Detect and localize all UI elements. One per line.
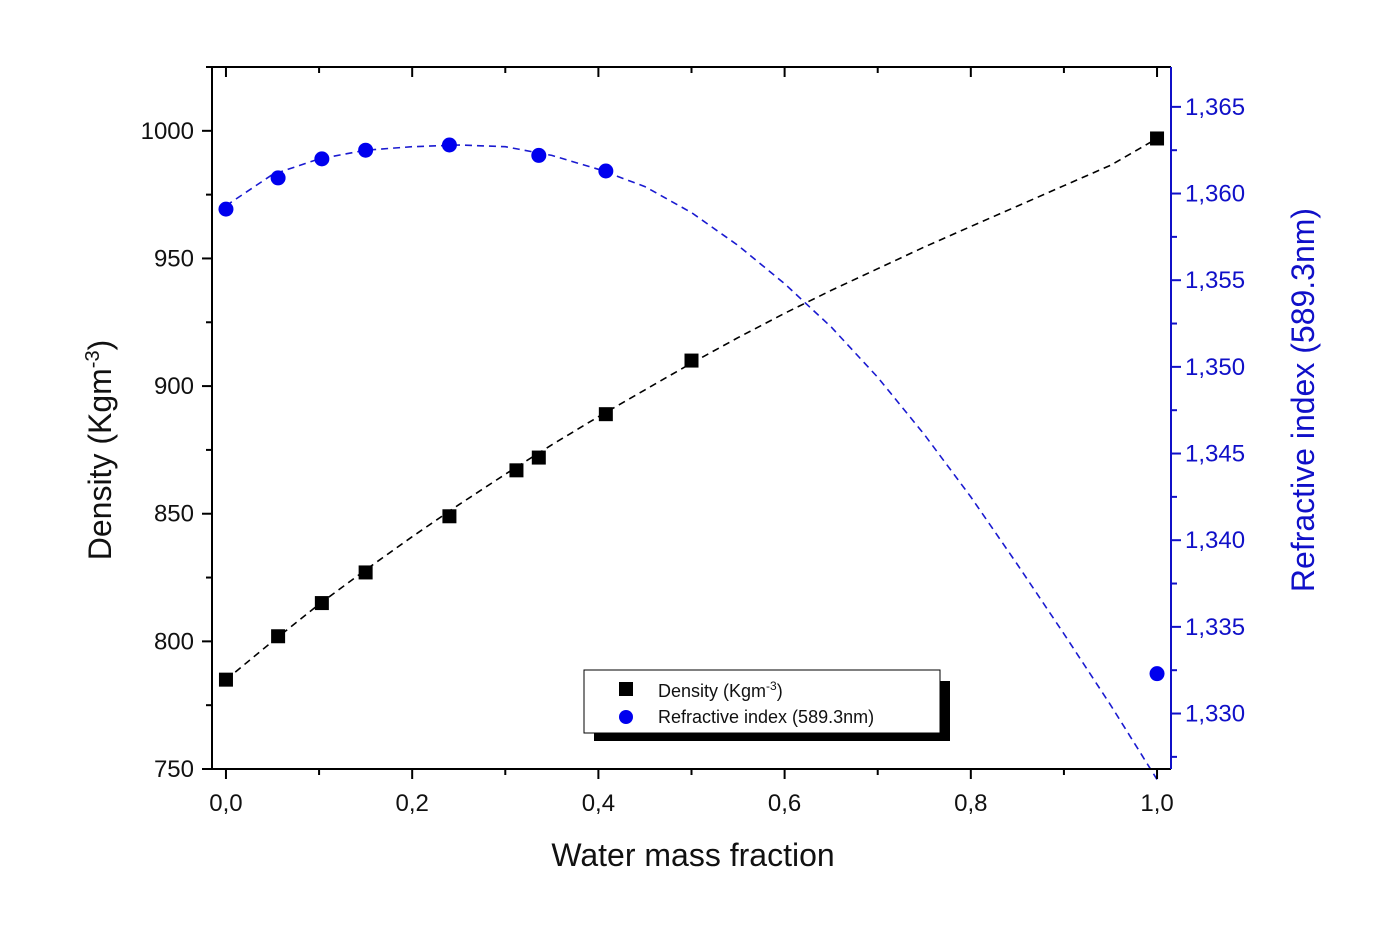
legend: Density (Kgm-3) Refractive index (589.3n…: [583, 669, 950, 741]
y-left-tick-label: 1000: [141, 118, 194, 145]
data-markers: [218, 131, 1165, 687]
y-right-tick-label: 1,360: [1185, 181, 1245, 208]
y-left-tick-label: 800: [154, 628, 194, 655]
y-left-axis-title-end: ): [82, 340, 118, 351]
legend-label-density: Density (Kgm-3): [658, 679, 783, 701]
fit-lines: [225, 137, 1158, 780]
legend-label-refractive: Refractive index (589.3nm): [658, 707, 874, 727]
legend-marker-refractive: [619, 710, 633, 724]
density-point: [442, 509, 457, 524]
axes: [202, 66, 1181, 779]
y-right-tick-label: 1,330: [1185, 701, 1245, 728]
density-point: [684, 353, 699, 368]
density-point: [509, 463, 524, 478]
y-left-axis-title: Density (Kgm-3): [82, 340, 118, 561]
refractive-index-point: [358, 142, 374, 158]
legend-box: [583, 669, 941, 734]
refractive-index-point: [531, 147, 547, 163]
y-left-tick-label: 900: [154, 373, 194, 400]
legend-marker-density: [619, 682, 633, 696]
x-tick-label: 0,8: [954, 790, 987, 817]
x-tick-label: 0,4: [582, 790, 615, 817]
legend-label-density-end: ): [777, 681, 783, 701]
y-right-axis-title: Refractive index (589.3nm): [1285, 208, 1321, 592]
refractive-index-point: [441, 137, 457, 153]
y-right-tick-label: 1,355: [1185, 267, 1245, 294]
refractive-fit-line: [225, 144, 1158, 780]
y-left-tick-label: 750: [154, 756, 194, 783]
y-left-axis-title-main: Density (Kgm: [82, 368, 118, 560]
density-fit-line: [225, 137, 1158, 681]
refractive-index-point: [218, 201, 234, 217]
y-right-tick-label: 1,345: [1185, 441, 1245, 468]
y-right-tick-label: 1,350: [1185, 354, 1245, 381]
tick-labels: 0,0 0,2 0,4 0,6 0,8 1,0 750 800 850 900 950 1000 1,3…: [141, 94, 1245, 817]
density-point: [1150, 131, 1165, 146]
density-point: [218, 672, 233, 687]
refractive-index-point: [270, 170, 286, 186]
refractive-index-point: [1149, 666, 1165, 682]
x-tick-label: 0,2: [395, 790, 428, 817]
density-point: [314, 596, 329, 611]
density-point: [358, 565, 373, 580]
y-left-axis-title-sup: -3: [82, 350, 104, 368]
density-point: [531, 450, 546, 465]
legend-label-density-sup: -3: [766, 679, 777, 693]
y-right-tick-label: 1,365: [1185, 94, 1245, 121]
y-right-tick-label: 1,335: [1185, 614, 1245, 641]
density-point: [598, 407, 613, 422]
refractive-index-point: [598, 163, 614, 179]
x-tick-label: 0,6: [768, 790, 801, 817]
y-left-tick-label: 950: [154, 245, 194, 272]
x-tick-label: 1,0: [1140, 790, 1173, 817]
y-left-tick-label: 850: [154, 501, 194, 528]
legend-label-density-main: Density (Kgm: [658, 681, 766, 701]
density-point: [271, 629, 286, 644]
x-tick-label: 0,0: [209, 790, 242, 817]
x-axis-title: Water mass fraction: [551, 837, 834, 873]
y-right-tick-label: 1,340: [1185, 527, 1245, 554]
refractive-index-point: [314, 151, 330, 167]
